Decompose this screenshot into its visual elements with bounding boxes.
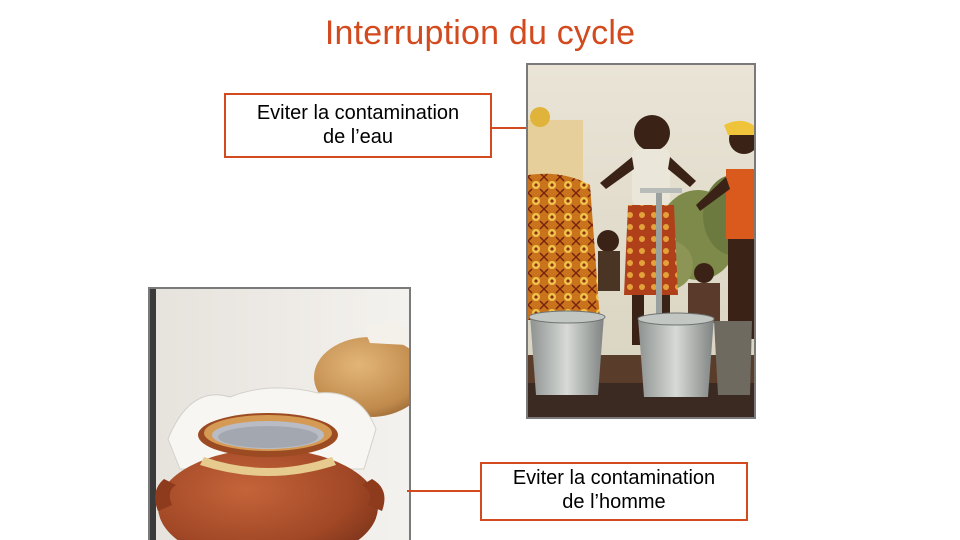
callout-water-line2: de l’eau	[322, 126, 394, 148]
connector-water	[492, 127, 528, 129]
callout-human-contamination: Eviter la contamination de l’homme	[480, 462, 748, 521]
callout-human-line1: Eviter la contamination	[512, 467, 716, 489]
callout-human-line2: de l’homme	[562, 491, 666, 513]
slide-title: Interruption du cycle	[324, 14, 636, 52]
connector-human	[407, 490, 480, 492]
callout-water-contamination: Eviter la contamination de l’eau	[224, 93, 492, 158]
photo-clay-pot-filter	[148, 287, 411, 540]
photo-water-pump	[526, 63, 756, 419]
callout-water-line1: Eviter la contamination	[256, 102, 460, 124]
